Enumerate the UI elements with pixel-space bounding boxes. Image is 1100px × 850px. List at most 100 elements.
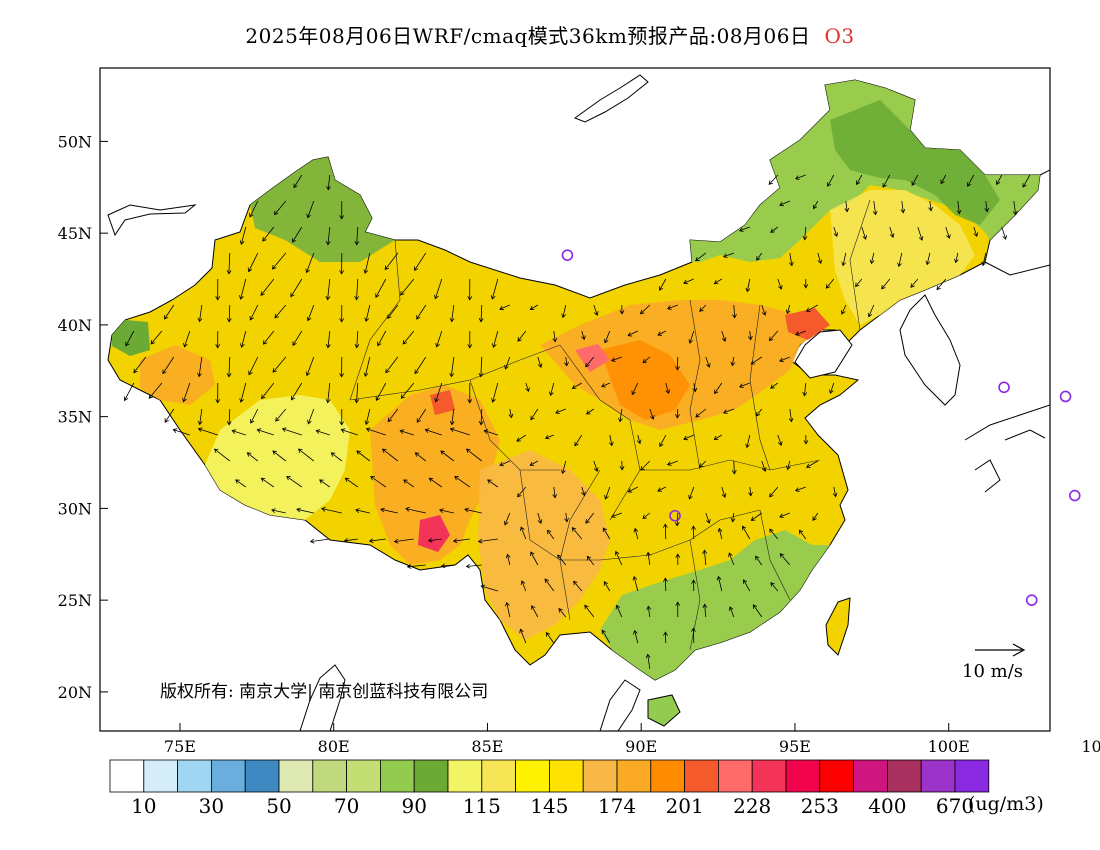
- wind-arrow: [467, 383, 473, 404]
- wind-arrow: [555, 408, 566, 414]
- wind-arrow: [663, 577, 668, 592]
- wind-arrow: [750, 356, 763, 365]
- wind-arrow: [307, 408, 315, 425]
- wind-arrow: [585, 512, 595, 524]
- wind-arrow: [552, 486, 558, 499]
- wind-arrow: [642, 512, 651, 519]
- ozone-hotspot-tibet: [418, 515, 450, 552]
- wind-arrow: [272, 356, 287, 373]
- lon-tick-label: 75E: [164, 737, 196, 756]
- wind-arrow: [601, 382, 610, 388]
- ozone-zone-tibet-yellow: [205, 395, 350, 520]
- wind-arrow: [364, 304, 371, 323]
- colorbar-label: 90: [401, 794, 426, 818]
- wind-arrow: [487, 479, 499, 488]
- wind-arrow: [981, 252, 987, 267]
- wind-arrow: [699, 460, 707, 468]
- wind-arrow: [841, 304, 847, 315]
- wind-arrow: [699, 304, 707, 312]
- wind-arrow: [659, 434, 667, 448]
- russia-coast-outline: [984, 169, 1050, 276]
- wind-arrow: [917, 226, 924, 241]
- colorbar-label: 50: [266, 794, 291, 818]
- wind-arrow: [370, 475, 387, 488]
- wind-arrow: [452, 538, 470, 544]
- wind-arrow: [802, 382, 808, 397]
- wind-arrow: [385, 356, 399, 374]
- ozone-zone-southeast-green: [600, 530, 830, 680]
- wind-arrow: [900, 200, 906, 214]
- wind-arrow: [491, 382, 499, 403]
- wind-arrow: [691, 579, 696, 592]
- wind-arrow: [339, 304, 345, 323]
- colorbar-labels: 10 30 50 70 90 115 145 174 201 228 253 400 670: [131, 794, 974, 818]
- wind-arrow: [375, 278, 387, 298]
- wind-arrow: [748, 486, 753, 497]
- wind-arrow: [889, 226, 895, 238]
- wind-arrow: [402, 330, 415, 345]
- wind-arrow: [123, 382, 135, 402]
- wind-arrow: [855, 278, 863, 288]
- wind-arrow: [631, 382, 639, 396]
- wind-arrow: [439, 508, 454, 514]
- wind-arrow: [785, 304, 791, 315]
- wind-arrow: [339, 356, 345, 378]
- wind-arrow: [148, 382, 163, 399]
- wind-arrow: [465, 563, 482, 569]
- wind-arrow: [520, 526, 527, 540]
- wind-arrow: [400, 278, 415, 296]
- wind-arrow: [639, 304, 651, 315]
- wind-arrow: [702, 603, 708, 618]
- wind-arrow: [627, 486, 638, 493]
- colorbar-label: 70: [334, 794, 359, 818]
- wind-arrow: [354, 330, 360, 349]
- lat-tick-label: 35N: [58, 408, 92, 427]
- wind-arrow: [490, 278, 499, 300]
- wind-arrow: [945, 226, 951, 239]
- wind-arrow: [618, 408, 623, 423]
- ozone-zone-west-green: [112, 320, 150, 356]
- wind-arrow: [249, 304, 259, 321]
- wind-scale-arrowhead: [1012, 643, 1026, 657]
- wind-arrow: [702, 549, 708, 566]
- wind-arrow: [722, 408, 734, 414]
- wind-arrow: [296, 507, 314, 514]
- city-station-marker: [1025, 594, 1038, 606]
- colorbar-swatch: [954, 759, 990, 793]
- wind-arrow: [665, 382, 671, 395]
- wind-arrow: [688, 486, 695, 500]
- colorbar-swatch: [785, 759, 821, 793]
- map-content: [107, 74, 1050, 731]
- wind-arrow: [936, 278, 947, 291]
- wind-arrow: [363, 252, 371, 274]
- wind-arrow: [365, 427, 386, 436]
- wind-arrow: [478, 356, 484, 378]
- wind-arrow: [343, 537, 358, 543]
- wind-arrow: [262, 226, 275, 242]
- wind-arrow: [414, 452, 427, 462]
- wind-arrow: [586, 555, 595, 566]
- wind-arrow: [226, 304, 232, 323]
- colorbar-swatch: [819, 759, 854, 793]
- wind-arrow: [636, 434, 642, 445]
- wind-arrow: [940, 174, 947, 185]
- wind-arrow: [326, 174, 331, 191]
- wind-arrow: [325, 226, 331, 246]
- city-station-marker: [669, 509, 681, 522]
- wind-arrow: [150, 330, 163, 345]
- wind-arrow: [434, 278, 443, 300]
- wind-arrow: [925, 252, 931, 266]
- wind-arrow: [770, 226, 779, 233]
- colorbar-swatch: [853, 759, 888, 793]
- wind-arrow: [368, 538, 386, 544]
- colorbar-swatch: [481, 759, 516, 793]
- colorbar-swatch: [346, 759, 381, 793]
- wind-arrow: [608, 434, 614, 447]
- wind-arrow: [584, 604, 595, 618]
- wind-arrow: [731, 460, 737, 475]
- wind-arrow: [272, 450, 287, 462]
- wind-arrow: [517, 330, 527, 342]
- wind-arrow: [483, 429, 498, 436]
- wind-arrow: [825, 278, 835, 289]
- ozone-zone-sichuan-orange: [478, 450, 610, 640]
